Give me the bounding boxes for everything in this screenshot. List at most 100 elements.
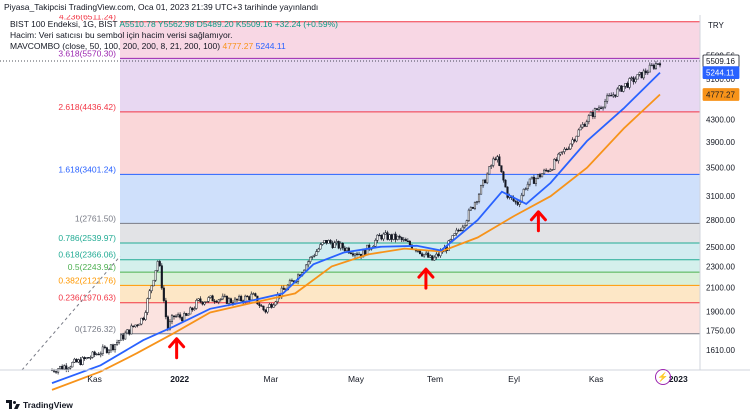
time-axis[interactable]: Kas 2022 Mar May Tem Eyl Kas 2023 [0, 369, 750, 384]
candle[interactable] [252, 292, 255, 295]
candle[interactable] [309, 256, 312, 264]
candle[interactable] [323, 240, 326, 244]
candle[interactable] [536, 174, 540, 180]
candle[interactable] [514, 200, 517, 205]
candle[interactable] [638, 71, 641, 77]
candle[interactable] [585, 119, 588, 127]
candle[interactable] [437, 252, 440, 258]
candle[interactable] [500, 165, 503, 173]
candle[interactable] [95, 352, 98, 356]
candle[interactable] [416, 250, 420, 253]
legend-symbol[interactable]: BIST 100 Endeksi, 1G, BIST [10, 19, 118, 29]
candle[interactable] [473, 201, 477, 211]
candle[interactable] [656, 63, 660, 65]
candle[interactable] [209, 295, 212, 299]
candle[interactable] [461, 224, 464, 233]
candle[interactable] [650, 62, 653, 67]
candle[interactable] [642, 68, 645, 80]
candle[interactable] [563, 147, 566, 155]
candle[interactable] [644, 68, 647, 75]
candle[interactable] [516, 200, 519, 207]
candle[interactable] [105, 346, 108, 354]
candle[interactable] [75, 358, 78, 363]
candle[interactable] [421, 252, 424, 257]
candle[interactable] [571, 137, 574, 147]
candle[interactable] [524, 187, 527, 191]
candle[interactable] [240, 294, 243, 303]
candle[interactable] [288, 278, 291, 286]
candle[interactable] [376, 234, 379, 243]
candle[interactable] [602, 106, 605, 111]
candle[interactable] [608, 93, 611, 97]
candle[interactable] [258, 301, 261, 308]
candle[interactable] [630, 76, 633, 81]
candle[interactable] [459, 228, 462, 232]
candle[interactable] [406, 238, 409, 243]
candle[interactable] [374, 238, 377, 249]
candle[interactable] [620, 85, 623, 92]
candle[interactable] [616, 87, 619, 97]
candle[interactable] [138, 323, 141, 326]
candle[interactable] [498, 154, 501, 167]
candle[interactable] [400, 236, 403, 243]
candle[interactable] [134, 324, 137, 328]
candle[interactable] [632, 76, 635, 85]
candle[interactable] [185, 312, 188, 317]
candle[interactable] [79, 357, 82, 366]
candle[interactable] [538, 172, 542, 179]
candle[interactable] [150, 285, 153, 294]
candle[interactable] [126, 329, 129, 334]
candle[interactable] [87, 357, 90, 359]
candle[interactable] [130, 323, 133, 335]
candle[interactable] [327, 239, 330, 244]
candle[interactable] [111, 343, 115, 352]
candle[interactable] [388, 233, 391, 241]
candle[interactable] [132, 325, 135, 328]
candle[interactable] [396, 235, 399, 241]
candle[interactable] [181, 316, 184, 323]
candle[interactable] [211, 294, 214, 302]
candle[interactable] [573, 138, 576, 143]
candle[interactable] [97, 352, 100, 356]
candle[interactable] [223, 293, 226, 298]
candle[interactable] [154, 270, 157, 282]
candle[interactable] [266, 306, 269, 314]
candle[interactable] [191, 307, 194, 312]
ema-short-line[interactable] [51, 71, 661, 384]
candle[interactable] [384, 230, 387, 235]
candle[interactable] [331, 240, 334, 249]
candle[interactable] [195, 298, 198, 310]
candle[interactable] [99, 351, 102, 358]
candle[interactable] [307, 260, 310, 268]
candle[interactable] [555, 157, 558, 162]
candle[interactable] [654, 61, 657, 70]
candle[interactable] [238, 294, 241, 301]
candle[interactable] [174, 314, 178, 318]
candle[interactable] [427, 251, 430, 258]
candle[interactable] [658, 61, 662, 68]
candle[interactable] [197, 298, 200, 302]
candle[interactable] [390, 233, 393, 243]
candle[interactable] [392, 233, 395, 241]
candle[interactable] [549, 168, 552, 172]
lightning-icon[interactable]: ⚡ [655, 369, 671, 385]
candle[interactable] [341, 242, 344, 251]
candle[interactable] [419, 250, 422, 255]
candle[interactable] [213, 298, 216, 304]
candle[interactable] [465, 219, 468, 227]
candle[interactable] [164, 297, 167, 320]
candle[interactable] [333, 240, 336, 248]
candle[interactable] [634, 76, 637, 84]
candle[interactable] [484, 178, 487, 184]
candle[interactable] [136, 324, 139, 328]
candle[interactable] [71, 361, 74, 368]
candle[interactable] [358, 251, 361, 256]
candle[interactable] [170, 313, 174, 325]
candles[interactable] [50, 61, 662, 375]
candle[interactable] [156, 260, 159, 272]
candle[interactable] [199, 296, 202, 304]
candle[interactable] [81, 356, 84, 366]
candle[interactable] [282, 285, 285, 290]
candle[interactable] [433, 255, 436, 261]
candle[interactable] [217, 299, 220, 305]
